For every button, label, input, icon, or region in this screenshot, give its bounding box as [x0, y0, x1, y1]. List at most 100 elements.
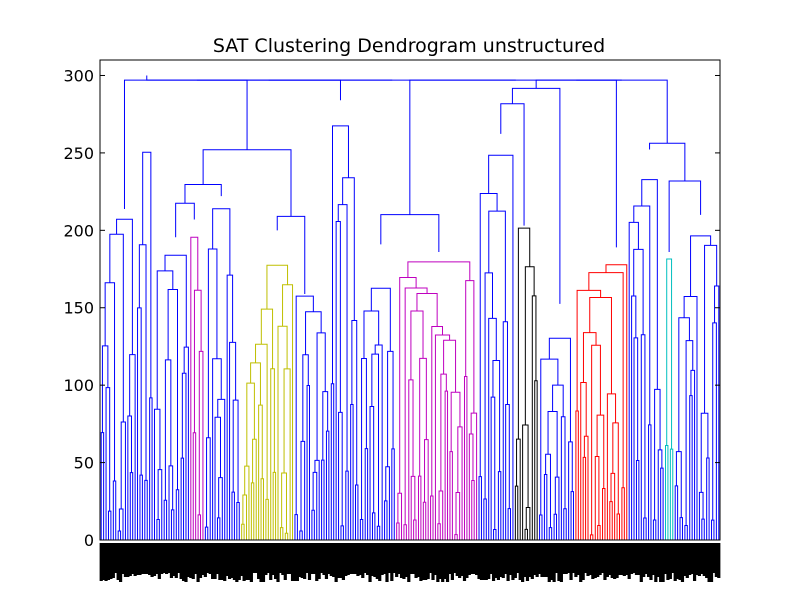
- dendrogram-link: [299, 530, 303, 540]
- leaf-label-mark: [169, 543, 174, 578]
- y-tick-label: 300: [63, 66, 94, 85]
- leaf-label-mark: [276, 543, 280, 582]
- dendrogram-link: [142, 151, 152, 398]
- dendrogram-link: [640, 334, 646, 540]
- dendrogram-link: [120, 421, 126, 540]
- dendrogram-link: [548, 337, 571, 442]
- dendrogram-link: [407, 261, 471, 281]
- dendrogram-link: [450, 391, 461, 452]
- leaf-label-mark: [167, 543, 171, 573]
- leaf-label-mark: [198, 543, 203, 578]
- chart-title: SAT Clustering Dendrogram unstructured: [213, 35, 605, 57]
- leaf-label-mark: [227, 543, 232, 579]
- dendrogram-link: [335, 220, 341, 540]
- dendrogram-link: [633, 248, 644, 335]
- dendrogram-link: [229, 341, 237, 540]
- dendrogram-link: [101, 345, 109, 433]
- leaf-label-mark: [465, 543, 469, 578]
- leaf-label-mark: [225, 543, 229, 576]
- y-tick-label: 100: [63, 376, 94, 395]
- leaf-label-mark: [385, 543, 389, 582]
- dendrogram-link: [295, 295, 314, 515]
- dendrogram-link: [342, 177, 355, 321]
- leaf-label-mark: [361, 543, 365, 578]
- leaf-label-mark: [610, 543, 614, 578]
- leaf-label-mark: [443, 543, 447, 579]
- dendrogram-link: [668, 180, 702, 252]
- dendrogram-link: [175, 202, 195, 238]
- leaf-label-mark: [528, 543, 532, 577]
- dendrogram-link: [582, 332, 597, 383]
- dendrogram-link: [351, 319, 358, 485]
- leaf-label-mark: [344, 543, 348, 576]
- dendrogram-link: [440, 373, 447, 492]
- dendrogram-link: [410, 310, 424, 380]
- dendrogram-link: [100, 432, 105, 540]
- dendrogram-link: [698, 491, 704, 540]
- leaf-label-mark: [673, 543, 677, 581]
- dendrogram-link: [679, 517, 683, 540]
- dendrogram-link: [554, 476, 560, 540]
- leaf-label-mark: [218, 543, 222, 580]
- leaf-label-mark: [450, 543, 454, 580]
- dendrogram-link: [153, 408, 161, 540]
- leaf-label-mark: [421, 543, 425, 580]
- leaf-label-mark: [630, 543, 634, 574]
- dendrogram-link: [207, 248, 218, 438]
- dendrogram-link: [430, 495, 434, 540]
- leaf-label-mark: [700, 543, 704, 574]
- leaf-label-mark: [511, 543, 515, 580]
- dendrogram-link: [184, 183, 222, 204]
- dendrogram-link: [116, 218, 133, 355]
- leaf-label-mark: [414, 543, 418, 578]
- dendrogram-link: [443, 339, 457, 393]
- leaf-label-mark: [370, 543, 375, 576]
- leaf-label-mark: [639, 543, 643, 582]
- dendrogram-link: [470, 412, 478, 540]
- leaf-label-mark: [334, 543, 338, 582]
- leaf-label-mark: [230, 543, 234, 578]
- leaf-label-mark: [591, 543, 595, 579]
- leaf-label-mark: [261, 543, 266, 582]
- dendrogram-link: [170, 509, 175, 540]
- leaf-label-mark: [489, 543, 493, 574]
- dendrogram-link: [424, 439, 429, 540]
- dendrogram-link: [560, 416, 566, 540]
- dendrogram-link: [242, 494, 248, 540]
- leaf-label-mark: [380, 543, 384, 575]
- dendrogram-link: [369, 406, 375, 540]
- leaf-label-mark: [397, 543, 401, 574]
- leaf-label-mark: [530, 543, 534, 579]
- leaf-label-mark: [387, 543, 392, 573]
- dendrogram-link: [492, 360, 501, 472]
- leaf-label-mark: [441, 543, 445, 582]
- leaf-label-mark: [533, 543, 537, 575]
- dendrogram-link: [660, 467, 664, 540]
- leaf-label-mark: [346, 543, 350, 575]
- dendrogram-link: [457, 426, 463, 540]
- dendrogram-link: [543, 473, 548, 540]
- leaf-label-mark: [407, 543, 411, 582]
- leaf-label-mark: [470, 543, 474, 574]
- dendrogram-link: [370, 287, 391, 352]
- dendrogram-link: [204, 526, 209, 540]
- leaf-label-mark: [491, 543, 496, 581]
- dendrogram-link: [192, 432, 197, 540]
- dendrogram-link: [669, 448, 674, 540]
- dendrogram-link: [175, 489, 180, 540]
- dendrogram-link: [649, 142, 686, 181]
- dendrogram-link: [196, 79, 341, 101]
- leaf-label-mark: [627, 543, 631, 579]
- dendrogram-link: [380, 214, 440, 252]
- leaf-label-mark: [191, 543, 195, 579]
- leaf-label-mark: [114, 543, 118, 573]
- dendrogram-link: [484, 272, 493, 500]
- dendrogram-link: [685, 340, 694, 526]
- dendrogram-link: [463, 375, 468, 540]
- dendrogram-link: [628, 221, 639, 540]
- leaf-label-mark: [257, 543, 261, 579]
- dendrogram-link: [190, 236, 199, 540]
- dendrogram-link: [232, 399, 239, 503]
- leaf-label-mark: [196, 543, 200, 582]
- dendrogram-link: [654, 388, 661, 520]
